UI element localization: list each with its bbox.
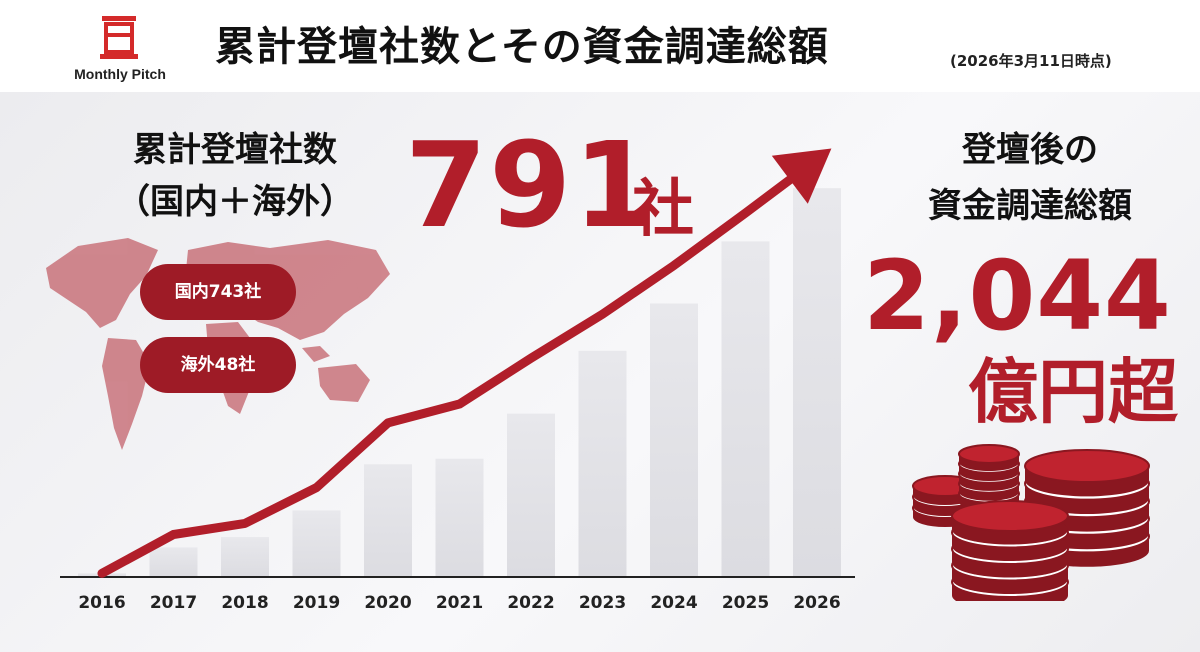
logo-text: Monthly Pitch (74, 66, 166, 82)
companies-value: 791 (405, 116, 658, 254)
x-tick-2019: 2019 (293, 593, 340, 613)
bar-2025 (721, 241, 770, 577)
coin-stack-4 (951, 500, 1069, 601)
companies-unit: 社 (632, 172, 695, 245)
domestic-count-pill: 国内743社 (140, 264, 296, 320)
bar-2022 (507, 413, 555, 577)
growth-arrow-head (771, 148, 832, 204)
companies-sublabel: （国内＋海外） (116, 182, 354, 222)
funding-label-line1: 登壇後の (962, 130, 1098, 170)
bar-2021 (435, 458, 484, 577)
x-tick-2016: 2016 (78, 593, 125, 613)
x-tick-2017: 2017 (150, 593, 197, 613)
coin-stack-icon (912, 444, 1150, 601)
bar-2026 (793, 188, 841, 578)
x-tick-2020: 2020 (364, 593, 411, 613)
growth-line (97, 154, 822, 578)
x-tick-2018: 2018 (221, 593, 268, 613)
bar-2018 (221, 537, 269, 577)
bar-2023 (578, 350, 627, 577)
x-tick-2023: 2023 (579, 593, 626, 613)
page-title: 累計登壇社数とその資金調達総額 (215, 24, 829, 70)
bar-2020 (364, 464, 412, 577)
funding-unit: 億円超 (968, 351, 1178, 433)
bar-2024 (650, 303, 698, 577)
funding-label-line2: 資金調達総額 (928, 186, 1132, 226)
x-tick-2021: 2021 (436, 593, 483, 613)
x-tick-2024: 2024 (650, 593, 697, 613)
companies-label: 累計登壇社数 (133, 130, 337, 170)
x-tick-2022: 2022 (507, 593, 554, 613)
funding-value: 2,044 (863, 240, 1172, 352)
x-tick-2026: 2026 (793, 593, 840, 613)
x-tick-2025: 2025 (722, 593, 769, 613)
logo: Monthly Pitch (70, 8, 170, 84)
bar-2017 (149, 547, 198, 577)
as-of-date: (2026年3月11日時点) (950, 52, 1112, 70)
monthly-pitch-logo-icon (100, 16, 138, 59)
overseas-count-pill: 海外48社 (140, 337, 296, 393)
bar-2019 (292, 510, 341, 577)
